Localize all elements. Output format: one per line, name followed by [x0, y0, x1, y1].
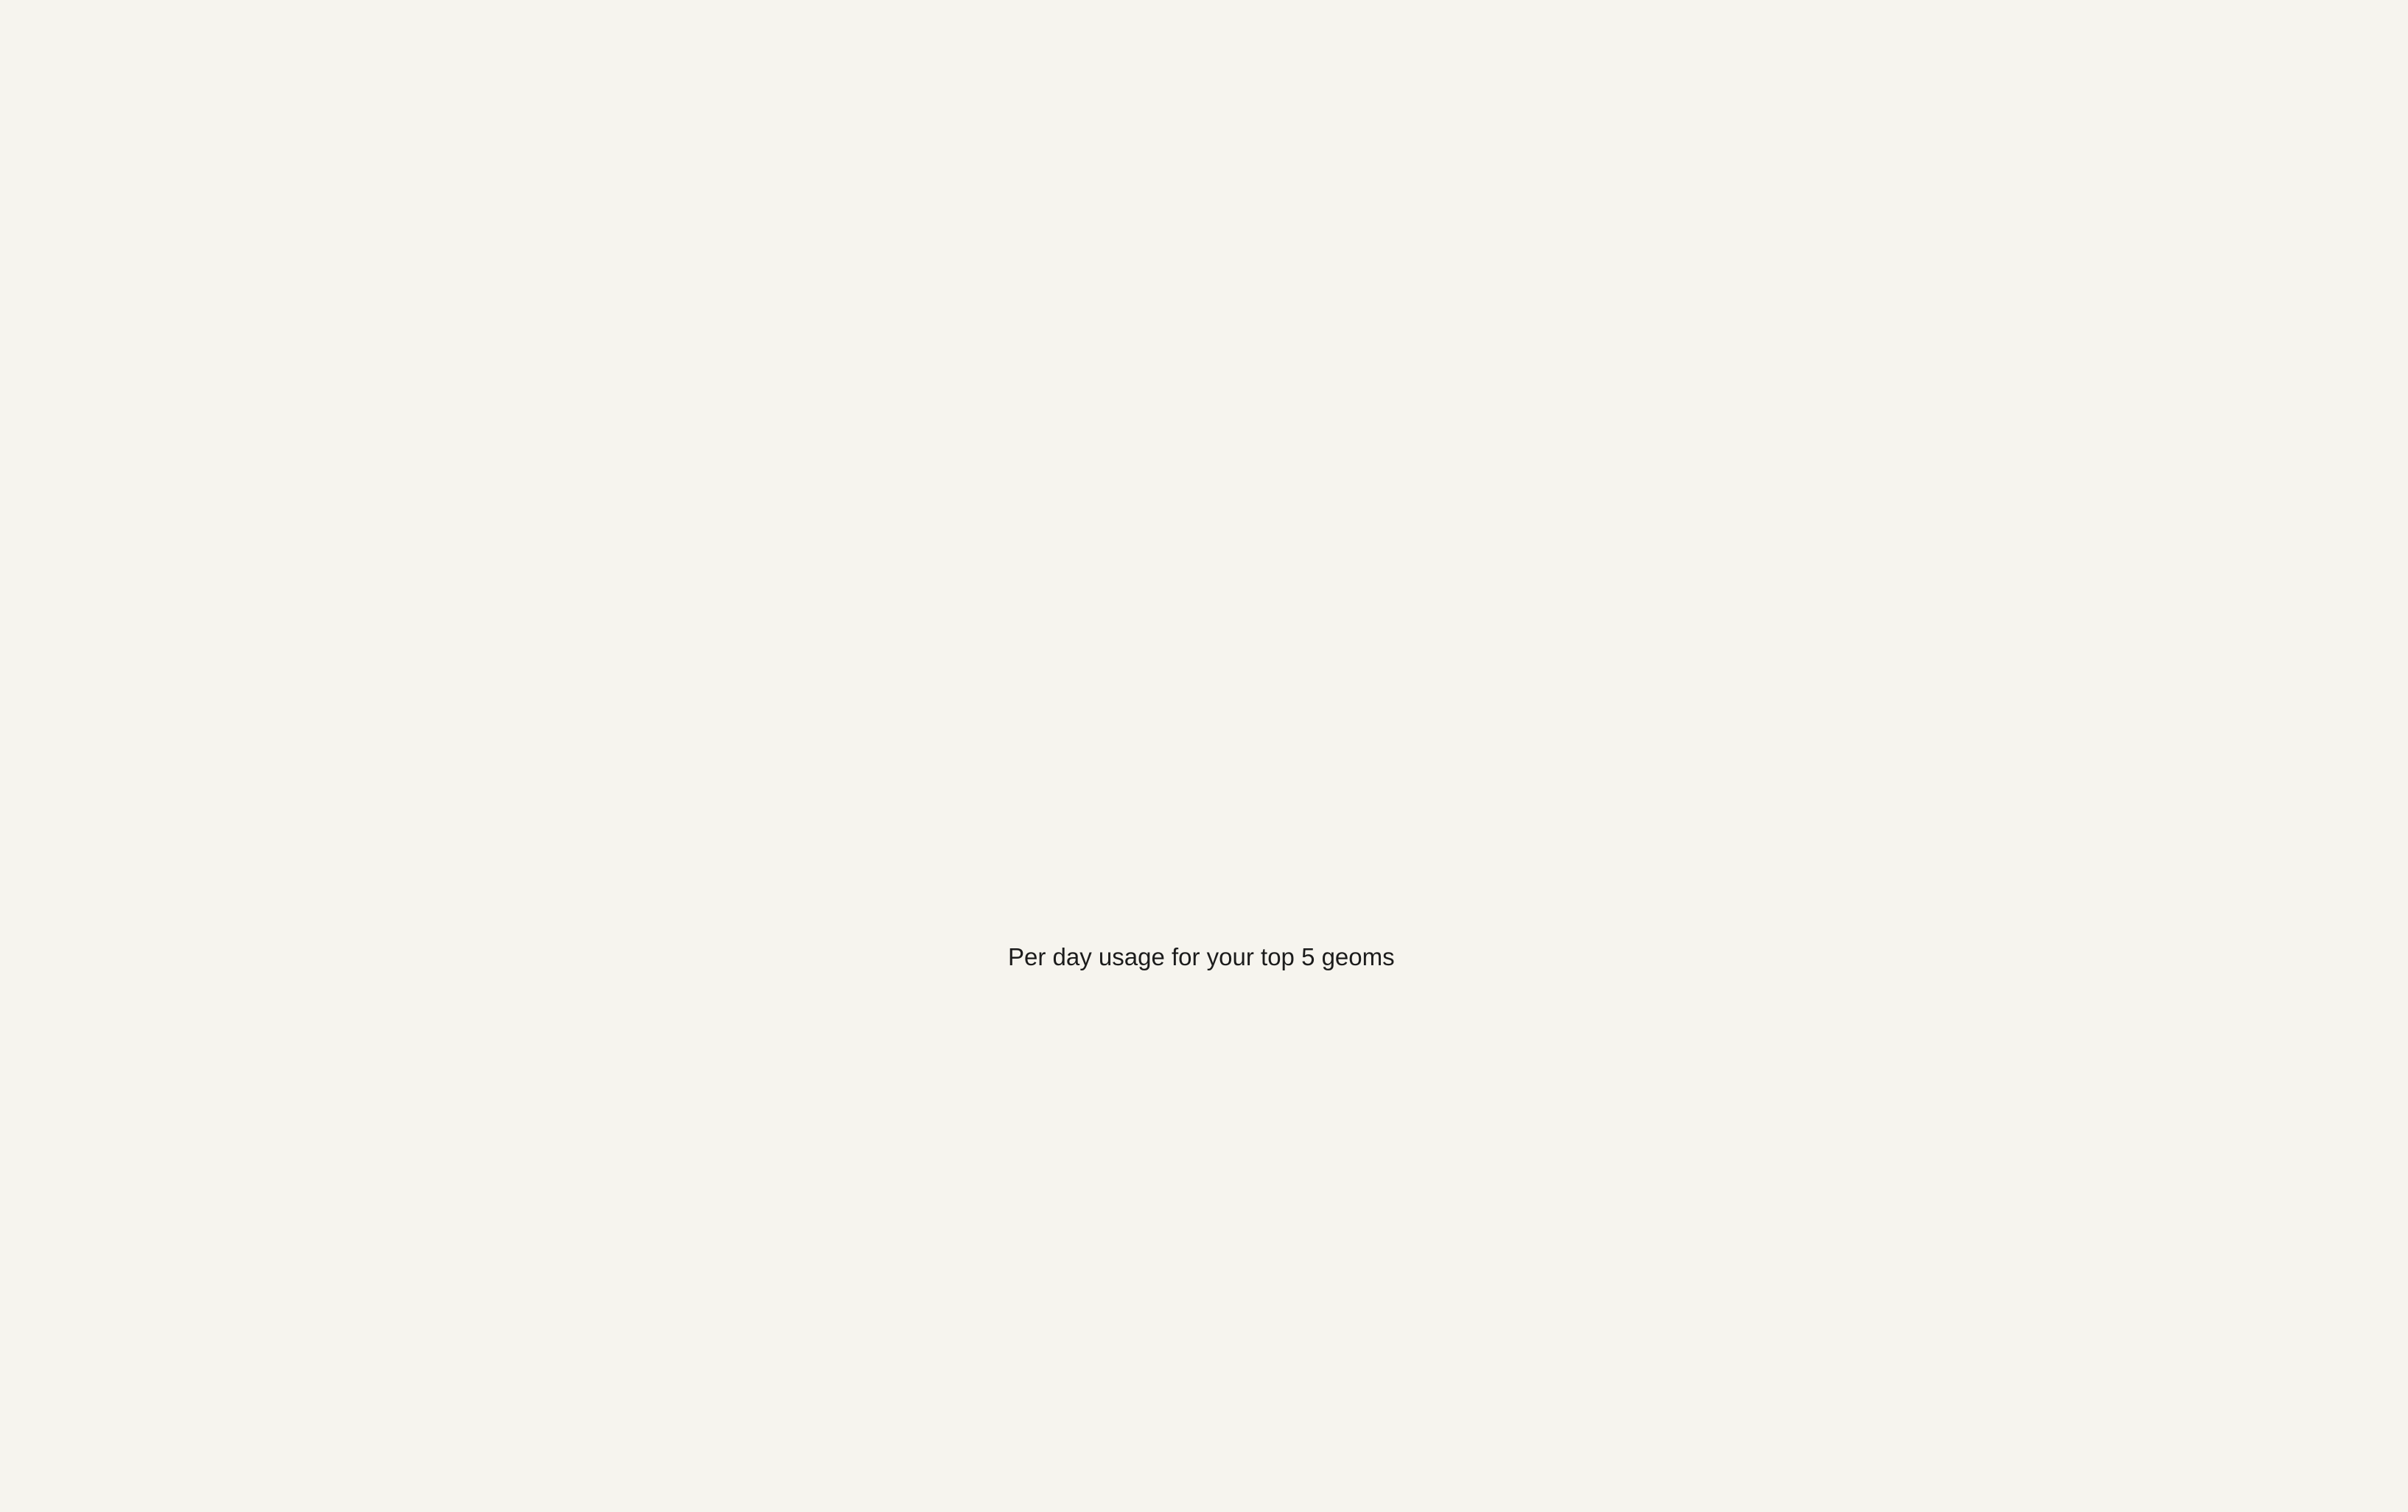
upset-plot	[811, 15, 1791, 545]
geom-venn-diagram	[1798, 987, 2408, 1512]
aes-stacked-bar-chart	[781, 560, 1791, 906]
geom-icon-grid	[0, 0, 781, 1512]
geom-usage-donut	[1791, 508, 2408, 1017]
aes-treemap	[1798, 11, 2408, 472]
calendar-title: Per day usage for your top 5 geoms	[1008, 943, 1395, 970]
calendar-heatmap: Per day usage for your top 5 geoms	[781, 936, 1791, 1512]
